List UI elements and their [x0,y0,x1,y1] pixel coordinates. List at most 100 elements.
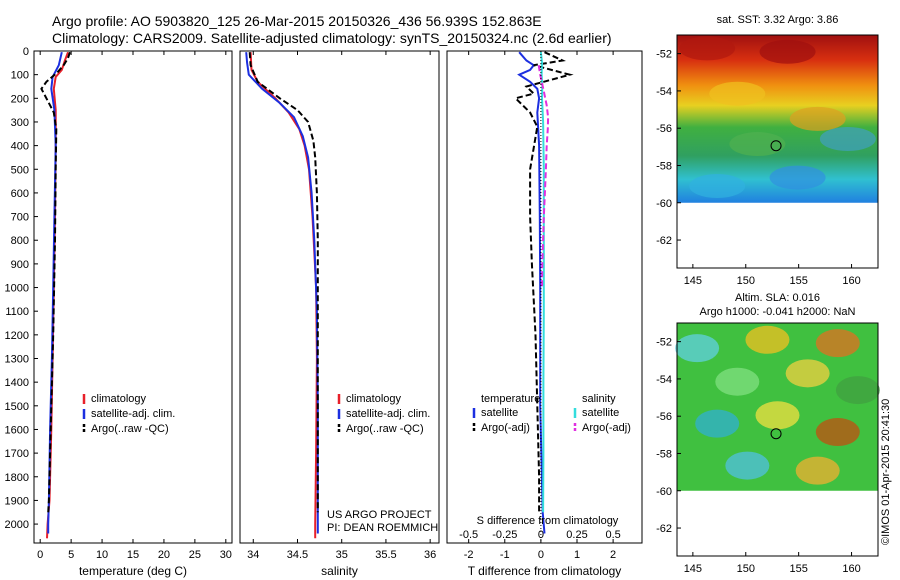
x-tick-label-s: -0.25 [492,529,517,541]
sst-map-panel: 145 150 155 160 -52 -54 -56 -58 -60 -62 sat. SST: … [656,14,879,287]
plot-frame [33,50,233,544]
sla-patch [695,409,740,438]
x-tick-label: 30 [220,549,232,561]
sla-patch [835,376,880,405]
y-tick-label: 1600 [5,424,29,436]
map-subtitle: Argo h1000: -0.041 h2000: NaN [700,306,856,318]
y-tick-label: -54 [656,374,672,386]
x-tick-label: 2 [610,549,616,561]
y-tick-label: 1500 [5,401,29,413]
sla-patch [675,334,720,363]
y-tick-label: -54 [656,86,672,98]
sla-map-panel: 145 150 155 160 -52 -54 -56 -58 -60 -62 Altim. SLA… [656,292,880,575]
x-tick-label: 34 [247,549,259,561]
y-tick-label: 1900 [5,495,29,507]
series-line-satellite [539,52,545,513]
sst-patch [769,165,826,190]
x-tick-label: 0 [37,549,43,561]
figure-title-line1: Argo profile: AO 5903820_125 26-Mar-2015… [52,13,542,29]
x-tick-label: 1 [574,549,580,561]
y-tick-label: 1100 [5,306,29,318]
float-location-marker [770,140,782,152]
y-tick-label: 700 [11,212,29,224]
sst-patch [819,127,876,152]
x-axis-label: temperature (deg C) [79,564,187,578]
y-tick-label: 800 [11,235,29,247]
x-tick-label: 155 [789,275,807,287]
y-tick-label: 0 [23,46,29,58]
legend-title-temperature: temperature [481,393,540,405]
x-tick-label-s: 0.5 [605,529,620,541]
credit-label: ©IMOS 01-Apr-2015 20:41:30 [880,399,892,545]
temperature-profile-panel: 0 5 10 15 20 25 300100200300400500600700800900… [5,46,233,578]
y-tick-label: -60 [656,198,672,210]
y-tick-label: 1200 [5,330,29,342]
float-location-marker [770,428,782,440]
x-tick-label: 160 [842,563,860,575]
x-tick-label: 5 [68,549,74,561]
legend-label: Argo(..raw -QC) [346,423,424,435]
salinity-profile-panel: 34 34.5 35 35.5 36 salinity climatology satelli… [239,50,440,578]
sla-patch [755,401,800,430]
legend-label: climatology [346,393,402,405]
map-title: Altim. SLA: 0.016 [735,292,820,304]
x-tick-label: -1 [500,549,510,561]
x-tick-label-s: -0.5 [459,529,478,541]
x-axis-label: T difference from climatology [468,564,622,578]
x-tick-label: -2 [464,549,474,561]
map-title: sat. SST: 3.32 Argo: 3.86 [717,14,839,26]
sla-patch [745,325,790,354]
x-tick-label-s: 0.25 [566,529,587,541]
sst-patch [679,36,736,61]
y-tick-label: 1300 [5,354,29,366]
y-tick-label: 600 [11,188,29,200]
map-frame [676,34,879,269]
plot-frame [239,50,440,544]
y-tick-label: -52 [656,49,672,61]
y-tick-label: 2000 [5,519,29,531]
sst-patch [689,173,746,198]
legend-label: Argo(-adj) [481,422,530,434]
series-line-argo-adj- [513,51,574,513]
x-tick-label: 145 [684,275,702,287]
x-tick-label: 36 [424,549,436,561]
project-label: US ARGO PROJECT [327,509,432,521]
x-axis-label: salinity [321,564,358,578]
y-tick-label: 900 [11,259,29,271]
legend-label: satellite [481,407,518,419]
x-tick-label: 35.5 [375,549,396,561]
legend-label: satellite-adj. clim. [91,408,175,420]
legend-title-salinity: salinity [582,393,616,405]
sst-patch [789,106,846,131]
figure-title-line2: Climatology: CARS2009. Satellite-adjuste… [52,30,612,46]
y-tick-label: -62 [656,235,672,247]
y-tick-label: -52 [656,337,672,349]
y-tick-label: 500 [11,164,29,176]
sla-patch [785,359,830,388]
legend-label: satellite [582,407,619,419]
sst-patch [759,39,816,64]
sla-patch [725,451,770,480]
x-tick-label: 35 [336,549,348,561]
y-tick-label: 300 [11,117,29,129]
y-tick-label: -56 [656,411,672,423]
x-tick-label: 150 [737,563,755,575]
x-tick-label-s: 0 [538,529,544,541]
y-tick-label: 100 [11,70,29,82]
map-frame [676,322,879,557]
legend-label: climatology [91,393,147,405]
sla-patch [815,329,860,358]
y-tick-label: -58 [656,448,672,460]
legend-label: satellite-adj. clim. [346,408,430,420]
series-line-climatology [249,52,318,539]
sla-patch [795,456,840,485]
x-tick-label: 10 [96,549,108,561]
sst-patch [729,132,786,157]
legend-label: Argo(-adj) [582,422,631,434]
pi-label: PI: DEAN ROEMMICH [327,522,438,534]
y-tick-label: 1800 [5,472,29,484]
series-line-argo-adj- [537,65,550,288]
y-tick-label: -58 [656,160,672,172]
sla-patch [815,418,860,447]
